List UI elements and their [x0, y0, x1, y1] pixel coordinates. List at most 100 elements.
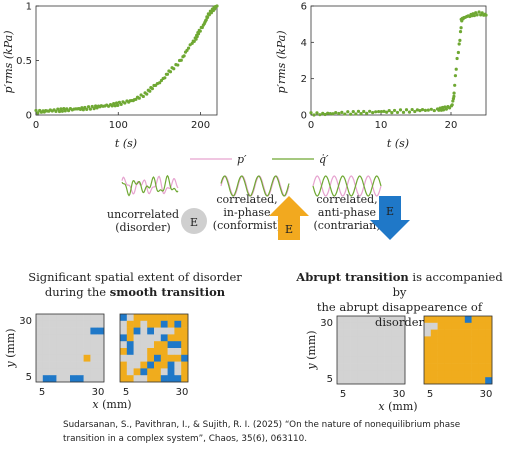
data-point	[150, 86, 154, 91]
data-point	[312, 113, 316, 117]
map-cell	[364, 363, 372, 371]
map-cell	[97, 334, 105, 342]
data-point	[365, 111, 369, 115]
map-cell	[350, 363, 358, 371]
map-cell	[364, 350, 372, 358]
map-cell	[364, 377, 372, 385]
map-cell	[97, 368, 105, 376]
map-cell	[174, 341, 182, 349]
map-cell	[371, 316, 379, 324]
map-cell	[384, 370, 392, 378]
data-point	[207, 13, 211, 17]
map-cell	[371, 329, 379, 337]
heading-smooth-line-1: Significant spatial extent of disorder	[28, 270, 242, 284]
map-y-tick-label: 30	[320, 318, 333, 329]
map-cell	[364, 336, 372, 344]
data-point	[458, 30, 463, 34]
map-cell	[343, 370, 351, 378]
map-cell	[337, 377, 345, 385]
data-point	[141, 94, 145, 99]
map-cell	[49, 314, 57, 322]
map-cell	[90, 361, 98, 369]
map-cell	[471, 329, 479, 337]
map-cell	[56, 361, 64, 369]
data-point	[450, 103, 454, 107]
map-cell	[147, 375, 155, 383]
map-cell	[76, 334, 84, 342]
map-cell	[160, 361, 168, 369]
map-cell	[160, 327, 168, 335]
map-cell	[357, 363, 365, 371]
down-arrow-icon	[370, 196, 410, 240]
map-x-tick-label: 30	[176, 387, 189, 398]
map-cell	[147, 327, 155, 335]
data-point	[56, 107, 60, 111]
map-cell	[56, 368, 64, 376]
map-cell	[174, 334, 182, 342]
map-cell	[70, 375, 78, 383]
map-cell	[357, 356, 365, 364]
map-cell	[36, 334, 44, 342]
map-cell	[147, 320, 155, 328]
state-3-line-3: (contrarian)	[313, 219, 380, 232]
map-cell	[174, 361, 182, 369]
map-cell	[337, 350, 345, 358]
map-cell	[42, 341, 50, 349]
map-cell	[140, 320, 148, 328]
map-cell	[56, 354, 64, 362]
map-cell	[167, 354, 175, 362]
heading-abrupt-line-1: Abrupt transition is accompanied by	[292, 270, 507, 300]
map-cell	[167, 375, 175, 383]
map-cell	[364, 370, 372, 378]
map-cell	[36, 361, 44, 369]
map-cell	[485, 370, 493, 378]
map-cell	[49, 341, 57, 349]
data-point	[374, 110, 378, 114]
map-cell	[377, 356, 385, 364]
data-point	[423, 108, 427, 112]
data-point	[334, 110, 338, 115]
map-cell	[181, 314, 189, 322]
map-cell	[97, 375, 105, 383]
x-tick-label: 100	[109, 120, 128, 131]
map-cell	[337, 322, 345, 330]
map-cell	[174, 375, 182, 383]
map-cell	[458, 377, 466, 385]
map-y-tick-label: 5	[327, 374, 333, 385]
heading-abrupt-rest: is accompanied by	[392, 270, 503, 299]
map-cell	[160, 354, 168, 362]
map-cell	[63, 361, 71, 369]
state-2-line-1: correlated,	[216, 193, 277, 206]
map-cell	[485, 350, 493, 358]
map-cell	[444, 336, 452, 344]
data-point	[321, 111, 325, 115]
map-cell	[364, 322, 372, 330]
map-cell	[478, 322, 486, 330]
x-tick-label: 0	[308, 120, 314, 131]
map-cell	[444, 329, 452, 337]
data-point	[453, 83, 457, 87]
map-cell	[464, 377, 472, 385]
map-cell	[154, 361, 162, 369]
map-cell	[364, 343, 372, 351]
data-point	[185, 48, 189, 52]
map-cell	[76, 375, 84, 383]
data-point	[323, 112, 327, 117]
x-tick-label: 20	[445, 120, 458, 131]
data-point	[385, 110, 389, 114]
map-cell	[140, 361, 148, 369]
map-cell	[90, 341, 98, 349]
map-cell	[458, 316, 466, 324]
data-point	[368, 109, 372, 113]
map-cell	[343, 377, 351, 385]
map-cell	[485, 336, 493, 344]
map-cell	[120, 354, 128, 362]
map-cell	[337, 356, 345, 364]
map-cell	[174, 327, 182, 335]
map-cell	[343, 356, 351, 364]
map-cell	[90, 334, 98, 342]
map-cell	[133, 327, 141, 335]
map-cell	[464, 329, 472, 337]
map-cell	[181, 375, 189, 383]
